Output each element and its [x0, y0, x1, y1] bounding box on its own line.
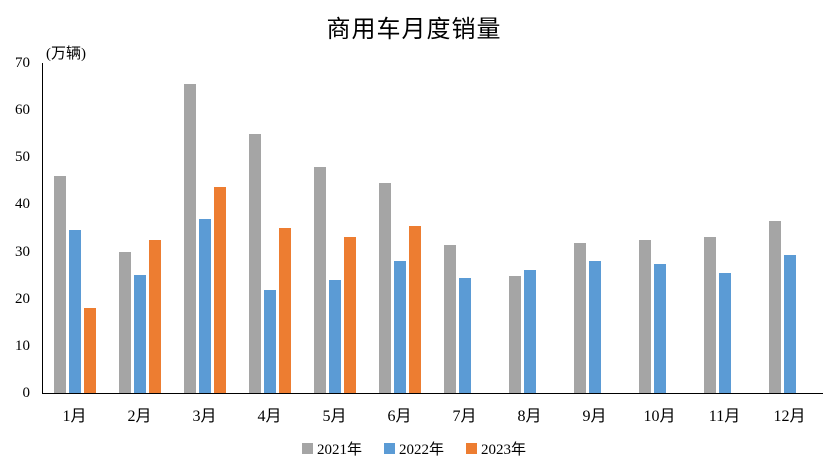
- x-category-label: 8月: [517, 408, 542, 425]
- legend-item-2021年: 2021年: [301, 438, 362, 459]
- bar-2022年-9月: [588, 261, 601, 393]
- legend-swatch-icon: [301, 443, 313, 454]
- bar-2021年-12月: [768, 220, 781, 393]
- bar-2021年-6月: [378, 183, 391, 393]
- bar-2023年-3月: [213, 186, 226, 393]
- bar-2021年-4月: [248, 133, 261, 393]
- legend-label: 2021年: [316, 442, 362, 458]
- bar-2021年-11月: [703, 237, 716, 393]
- x-category-label: 2月: [127, 408, 152, 425]
- bar-2022年-2月: [133, 275, 146, 393]
- bar-2023年-1月: [83, 308, 96, 393]
- y-tick-label: 70: [15, 55, 30, 71]
- bar-2021年-7月: [443, 245, 456, 393]
- x-category-label: 12月: [773, 408, 806, 425]
- legend-item-2023年: 2023年: [466, 438, 526, 459]
- y-tick-label: 10: [15, 337, 30, 354]
- bar-2022年-8月: [523, 270, 536, 393]
- bar-2021年-10月: [638, 239, 651, 393]
- y-tick-label: 30: [15, 243, 30, 260]
- y-tick-label: 20: [15, 290, 30, 307]
- legend-label: 2023年: [481, 442, 527, 458]
- bar-2021年-3月: [183, 84, 196, 393]
- x-category-label: 6月: [387, 408, 412, 425]
- legend-swatch-icon: [466, 443, 477, 454]
- bar-2021年-1月: [53, 176, 66, 393]
- chart-title: 商用车月度销量: [326, 17, 502, 43]
- bar-2022年-11月: [718, 272, 731, 393]
- bar-2022年-1月: [68, 230, 81, 393]
- y-tick-label: 40: [15, 196, 30, 213]
- bar-2023年-2月: [148, 240, 161, 393]
- y-tick-label: 50: [15, 149, 30, 166]
- legend: 2021年 2022年 2023年: [0, 438, 828, 459]
- legend-label: 2022年: [398, 442, 444, 458]
- x-category-label: 7月: [452, 408, 477, 425]
- x-category-label: 10月: [643, 408, 676, 425]
- bar-2021年-9月: [573, 243, 586, 393]
- bar-2022年-3月: [198, 218, 211, 393]
- bar-2023年-4月: [278, 228, 291, 393]
- bar-2022年-6月: [393, 261, 406, 393]
- bar-2022年-7月: [458, 277, 471, 393]
- bar-2021年-8月: [508, 276, 521, 393]
- x-category-label: 5月: [322, 408, 347, 425]
- x-category-label: 3月: [192, 408, 217, 425]
- x-category-label: 1月: [62, 408, 87, 425]
- y-tick-label: 60: [15, 102, 30, 119]
- x-category-label: 4月: [257, 408, 282, 425]
- bar-2022年-4月: [263, 290, 276, 393]
- x-category-label: 9月: [582, 408, 607, 425]
- bar-2021年-2月: [118, 251, 131, 393]
- bar-2022年-5月: [328, 279, 341, 393]
- legend-swatch-icon: [383, 443, 395, 454]
- bar-2022年-12月: [783, 255, 796, 393]
- y-axis-unit-label: (万辆): [46, 46, 86, 62]
- bar-2021年-5月: [313, 166, 326, 393]
- x-category-label: 11月: [708, 408, 741, 425]
- bar-2022年-10月: [653, 264, 666, 393]
- bar-2023年-5月: [343, 237, 356, 393]
- y-tick-label: 0: [22, 385, 31, 401]
- legend-item-2022年: 2022年: [383, 438, 444, 459]
- y-axis-line: [42, 63, 43, 394]
- bar-2023年-6月: [408, 225, 421, 393]
- x-axis-line: [42, 393, 823, 394]
